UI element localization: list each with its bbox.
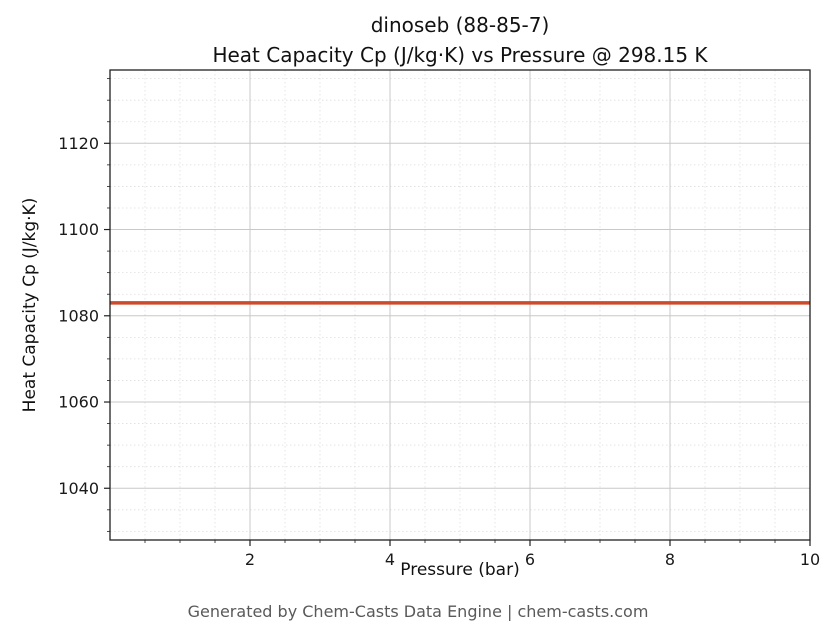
x-tick-label: 4: [385, 550, 395, 569]
plot-background: [110, 70, 810, 540]
y-tick-label: 1040: [58, 479, 99, 498]
y-tick-label: 1120: [58, 134, 99, 153]
y-tick-label: 1060: [58, 393, 99, 412]
chart-title: dinoseb (88-85-7) Heat Capacity Cp (J/kg…: [110, 10, 810, 70]
x-tick-label: 8: [665, 550, 675, 569]
y-axis-label: Heat Capacity Cp (J/kg·K): [20, 197, 40, 413]
x-tick-label: 6: [525, 550, 535, 569]
x-tick-label: 10: [800, 550, 820, 569]
chart-title-line1: dinoseb (88-85-7): [370, 13, 550, 37]
x-axis-label: Pressure (bar): [400, 560, 520, 580]
chart-title-line2: Heat Capacity Cp (J/kg·K) vs Pressure @ …: [212, 43, 708, 67]
footer-credit: Generated by Chem-Casts Data Engine | ch…: [187, 602, 649, 621]
y-tick-label: 1100: [58, 220, 99, 239]
x-tick-label: 2: [245, 550, 255, 569]
y-tick-label: 1080: [58, 306, 99, 325]
